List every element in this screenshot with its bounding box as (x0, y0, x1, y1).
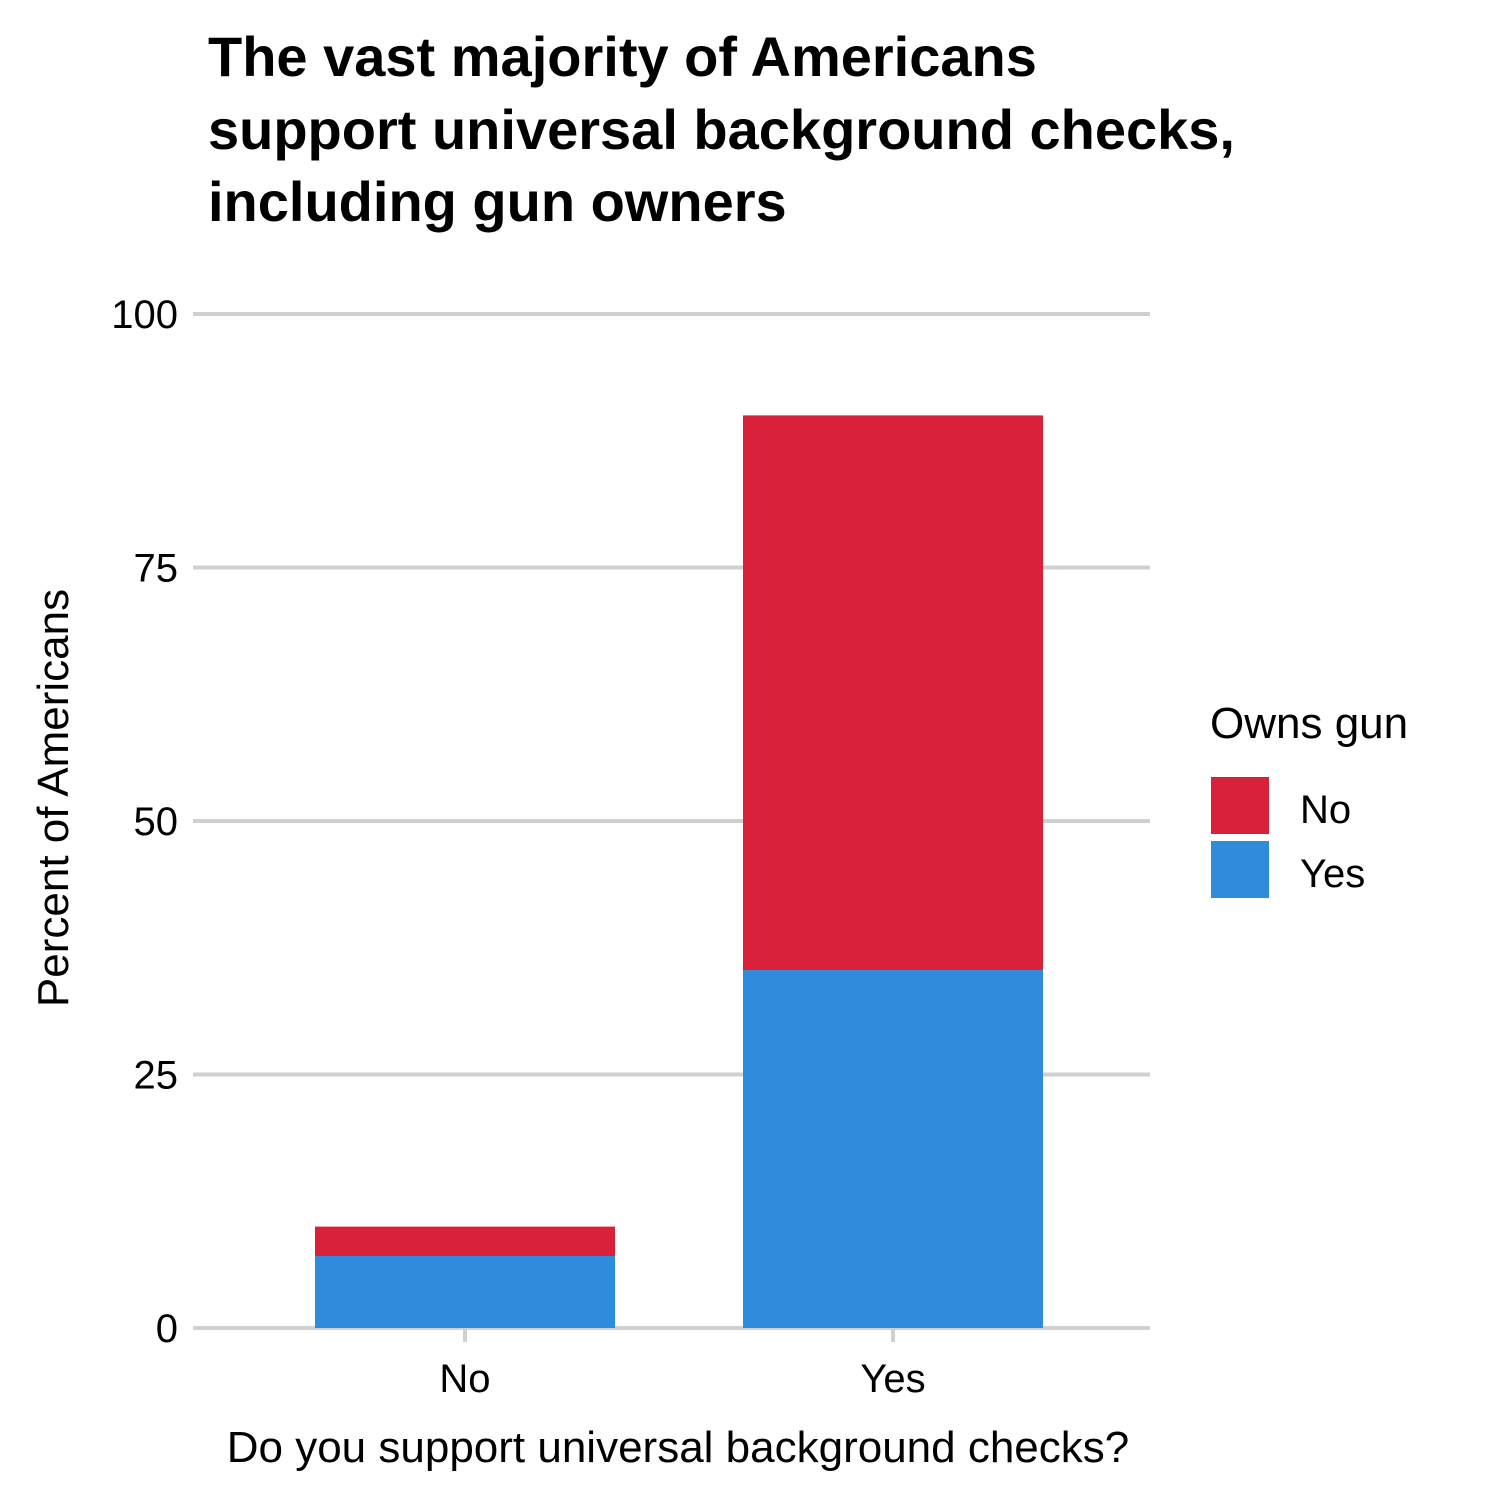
legend: Owns gun No Yes (1210, 699, 1408, 898)
chart-title-line-1: The vast majority of Americans (208, 25, 1037, 88)
x-tick-label: Yes (860, 1357, 925, 1401)
chart-title-line-2: support universal background checks, (208, 98, 1235, 161)
y-tick-label: 50 (134, 800, 179, 844)
y-tick-label: 25 (134, 1054, 179, 1098)
y-tick-label: 100 (111, 293, 178, 337)
legend-swatch-no (1211, 777, 1269, 834)
gridlines: 0 25 50 75 100 (111, 293, 1150, 1351)
y-tick-label: 0 (156, 1307, 178, 1351)
x-axis: No Yes (439, 1328, 926, 1401)
legend-title: Owns gun (1210, 699, 1408, 748)
x-tick-label: No (439, 1357, 490, 1401)
legend-label-no: No (1300, 788, 1351, 832)
chart-title-line-3: including gun owners (208, 170, 787, 233)
x-axis-title: Do you support universal background chec… (227, 1423, 1130, 1472)
bar-yes-owns-yes (743, 970, 1043, 1328)
bar-no-owns-yes (315, 1256, 615, 1328)
legend-swatch-yes (1211, 841, 1269, 898)
bar-yes-owns-no (743, 415, 1043, 971)
legend-label-yes: Yes (1300, 852, 1365, 896)
y-tick-label: 75 (134, 547, 179, 591)
bars (315, 415, 1043, 1328)
bar-no-owns-no (315, 1226, 615, 1257)
y-axis-title: Percent of Americans (29, 589, 78, 1007)
